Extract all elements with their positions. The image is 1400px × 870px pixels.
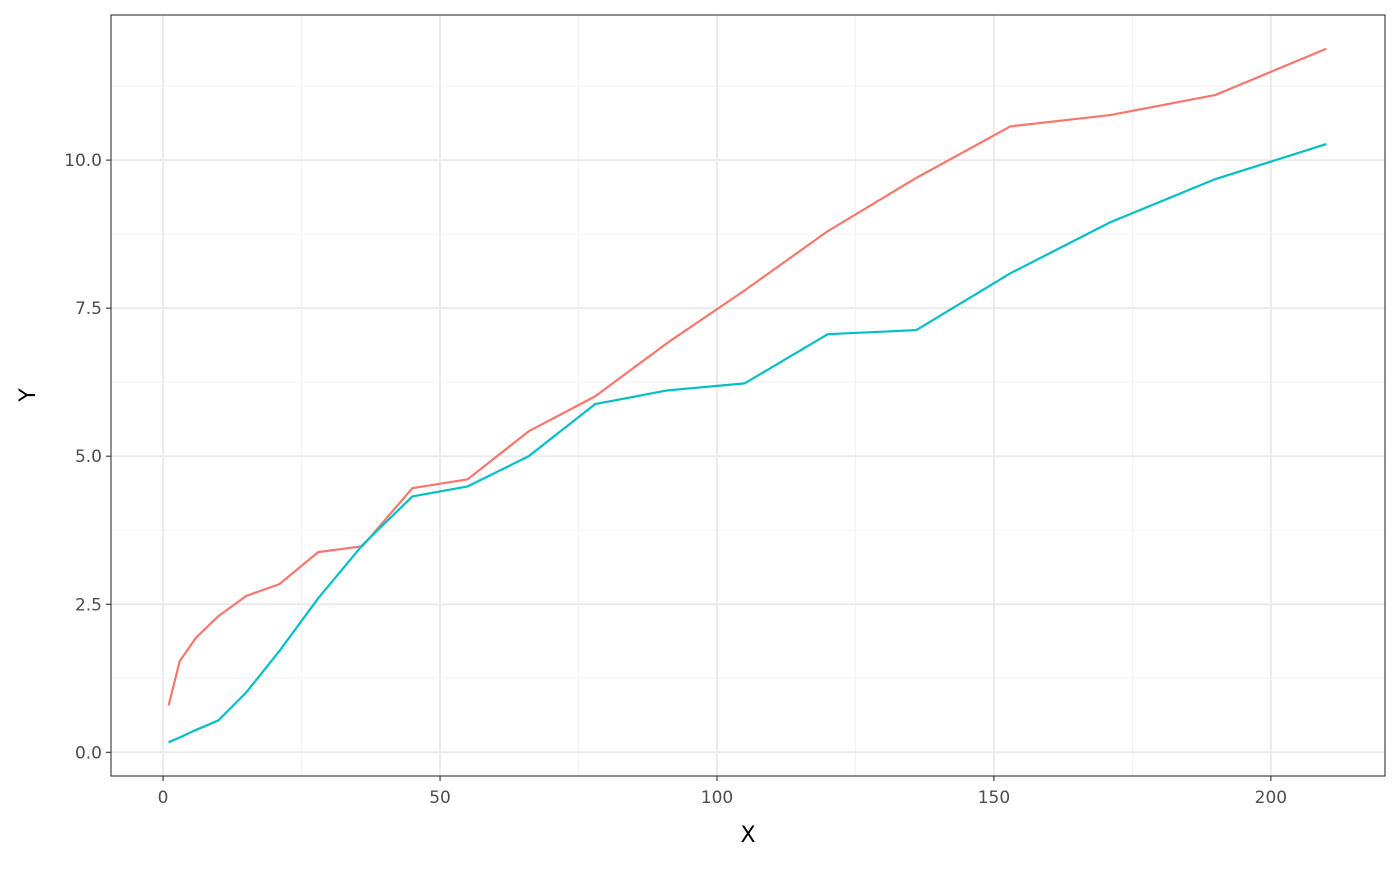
x-tick-label: 200 xyxy=(1255,788,1287,808)
y-axis-label: Y xyxy=(16,388,41,403)
x-axis: 0 50 100 150 200 xyxy=(158,776,1287,808)
plot-panel-border xyxy=(110,14,1386,777)
y-tick-label: 2.5 xyxy=(75,595,102,615)
y-tick-label: 5.0 xyxy=(75,447,102,467)
series-lines xyxy=(167,47,1327,744)
x-tick-label: 0 xyxy=(158,788,169,808)
y-tick-label: 10.0 xyxy=(64,151,102,171)
series-line-2 xyxy=(168,143,1327,744)
x-tick-label: 150 xyxy=(978,788,1010,808)
x-tick-label: 50 xyxy=(429,788,451,808)
series-line-1 xyxy=(167,47,1327,706)
y-tick-label: 7.5 xyxy=(75,299,102,319)
x-axis-label: X xyxy=(740,823,755,848)
y-axis: 0.0 2.5 5.0 7.5 10.0 xyxy=(64,151,111,763)
y-tick-label: 0.0 xyxy=(75,743,102,763)
grid xyxy=(111,15,1385,776)
x-tick-label: 100 xyxy=(701,788,733,808)
